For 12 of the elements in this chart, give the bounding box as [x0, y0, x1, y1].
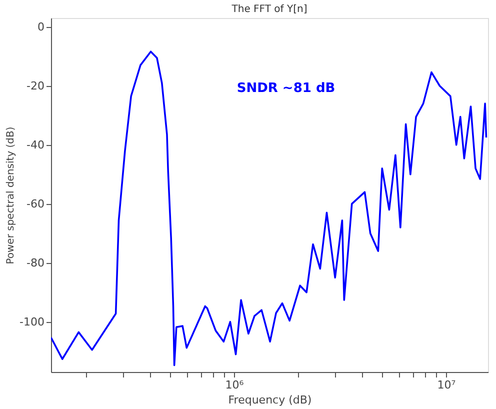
y-axis-title: Power spectral density (dB) — [6, 126, 17, 264]
y-tick-label: -60 — [26, 197, 44, 210]
y-tick-label: -20 — [26, 79, 44, 92]
y-tick-label: -80 — [26, 256, 44, 270]
annotation: SNDR ~81 dB — [236, 81, 336, 96]
chart-title: The FFT of Y[n] — [230, 4, 308, 15]
y-tick-label: 0 — [38, 20, 44, 34]
y-tick-label: -40 — [26, 138, 44, 152]
x-tick-label: 10⁷ — [437, 378, 456, 392]
x-tick-label: 10⁶ — [225, 378, 244, 392]
x-axis-title: Frequency (dB) — [228, 394, 312, 406]
y-tick-label: -100 — [20, 315, 44, 328]
